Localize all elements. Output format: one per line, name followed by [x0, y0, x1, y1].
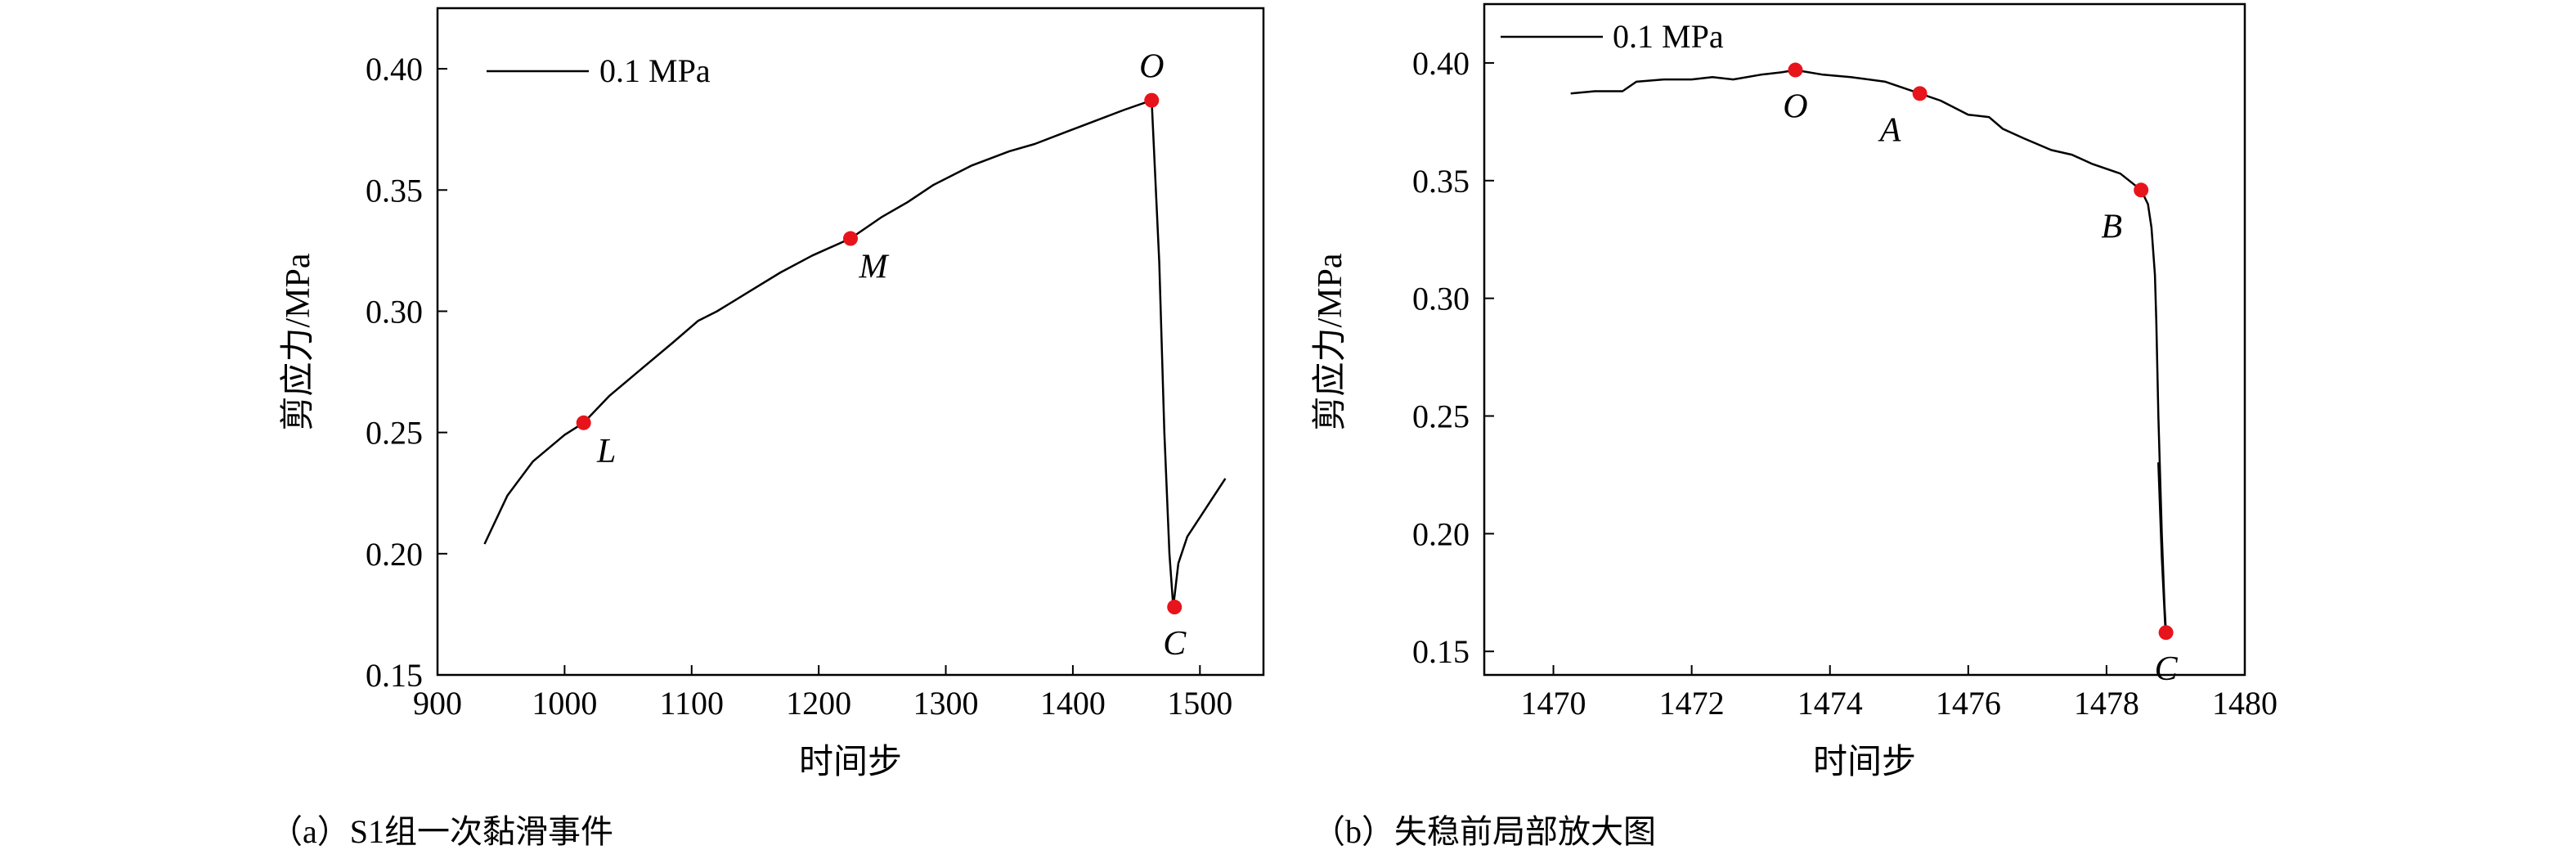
x-tick-label: 1472 [1659, 685, 1725, 722]
x-tick-label: 1400 [1040, 685, 1106, 722]
legend-label: 0.1 MPa [1613, 18, 1724, 55]
x-tick-label: 1480 [2212, 685, 2278, 722]
point-label-c: C [1163, 625, 1187, 663]
y-tick-label: 0.15 [366, 657, 423, 694]
x-tick-label: 900 [413, 685, 462, 722]
caption-a: （a）S1组一次黏滑事件 [270, 813, 613, 850]
point-marker-b [2134, 182, 2149, 198]
series-group [1570, 69, 2167, 633]
y-tick-label: 0.35 [1412, 163, 1470, 200]
legend: 0.1 MPa [487, 52, 711, 89]
point-marker-l [576, 415, 591, 430]
y-tick-label: 0.15 [1412, 633, 1470, 670]
y-tick-label: 0.25 [1412, 398, 1470, 435]
x-tick-label: 1476 [1936, 685, 2001, 722]
legend: 0.1 MPa [1501, 18, 1724, 55]
x-tick-label: 1300 [913, 685, 979, 722]
y-tick-label: 0.30 [366, 293, 423, 330]
chart-panel-a: 900 1000 1100 1200 1300 1400 1500 0.15 0.20 0.25 0… [270, 7, 1265, 850]
y-tick-label: 0.40 [366, 51, 423, 88]
y-tick-label: 0.20 [366, 536, 423, 573]
point-label-o: O [1139, 48, 1164, 86]
point-marker-c [1167, 600, 1183, 615]
points-group: O A B C [1783, 62, 2179, 688]
x-tick-label: 1000 [532, 685, 597, 722]
points-group: L M O C [576, 48, 1187, 663]
x-axis-title: 时间步 [1813, 744, 1916, 781]
point-label-o: O [1783, 88, 1807, 126]
point-label-m: M [859, 249, 890, 286]
y-tick-label: 0.20 [1412, 515, 1470, 552]
tick-group: 1470 1472 1474 1476 1478 1480 0.15 0.20 0.25 0.30… [1412, 45, 2278, 722]
x-axis-title: 时间步 [799, 744, 902, 781]
point-marker-c [2158, 625, 2174, 641]
point-label-b: B [2101, 208, 2122, 245]
y-axis-title: 剪应力/MPa [1311, 253, 1349, 430]
y-tick-label: 0.30 [1412, 281, 1470, 317]
series-line [483, 99, 1227, 609]
legend-label: 0.1 MPa [599, 52, 711, 89]
x-tick-label: 1100 [660, 685, 725, 722]
x-tick-label: 1200 [786, 685, 851, 722]
plot-frame [1483, 2, 2246, 677]
y-tick-label: 0.35 [366, 172, 423, 209]
x-tick-label: 1470 [1521, 685, 1586, 722]
x-tick-label: 1478 [2074, 685, 2139, 722]
series-line [1570, 69, 2167, 633]
y-axis-title: 剪应力/MPa [279, 253, 317, 430]
plot-frame [436, 7, 1265, 677]
x-tick-label: 1474 [1797, 685, 1863, 722]
point-marker-o [1144, 92, 1160, 108]
series-group [483, 99, 1227, 609]
y-tick-label: 0.25 [366, 415, 423, 452]
caption-b: （b）失稳前局部放大图 [1313, 813, 1656, 850]
point-marker-o [1788, 62, 1803, 78]
y-tick-label: 0.40 [1412, 45, 1470, 82]
chart-panel-b: 1470 1472 1474 1476 1478 1480 0.15 0.20 0.25 0.30… [1311, 2, 2278, 850]
x-tick-label: 1500 [1167, 685, 1232, 722]
tick-group: 900 1000 1100 1200 1300 1400 1500 0.15 0.20 0.25 0… [366, 51, 1232, 722]
point-label-l: L [596, 433, 616, 470]
point-marker-a [1912, 86, 1928, 101]
point-label-c: C [2155, 650, 2179, 688]
point-label-a: A [1878, 111, 1901, 149]
point-marker-m [843, 231, 858, 246]
